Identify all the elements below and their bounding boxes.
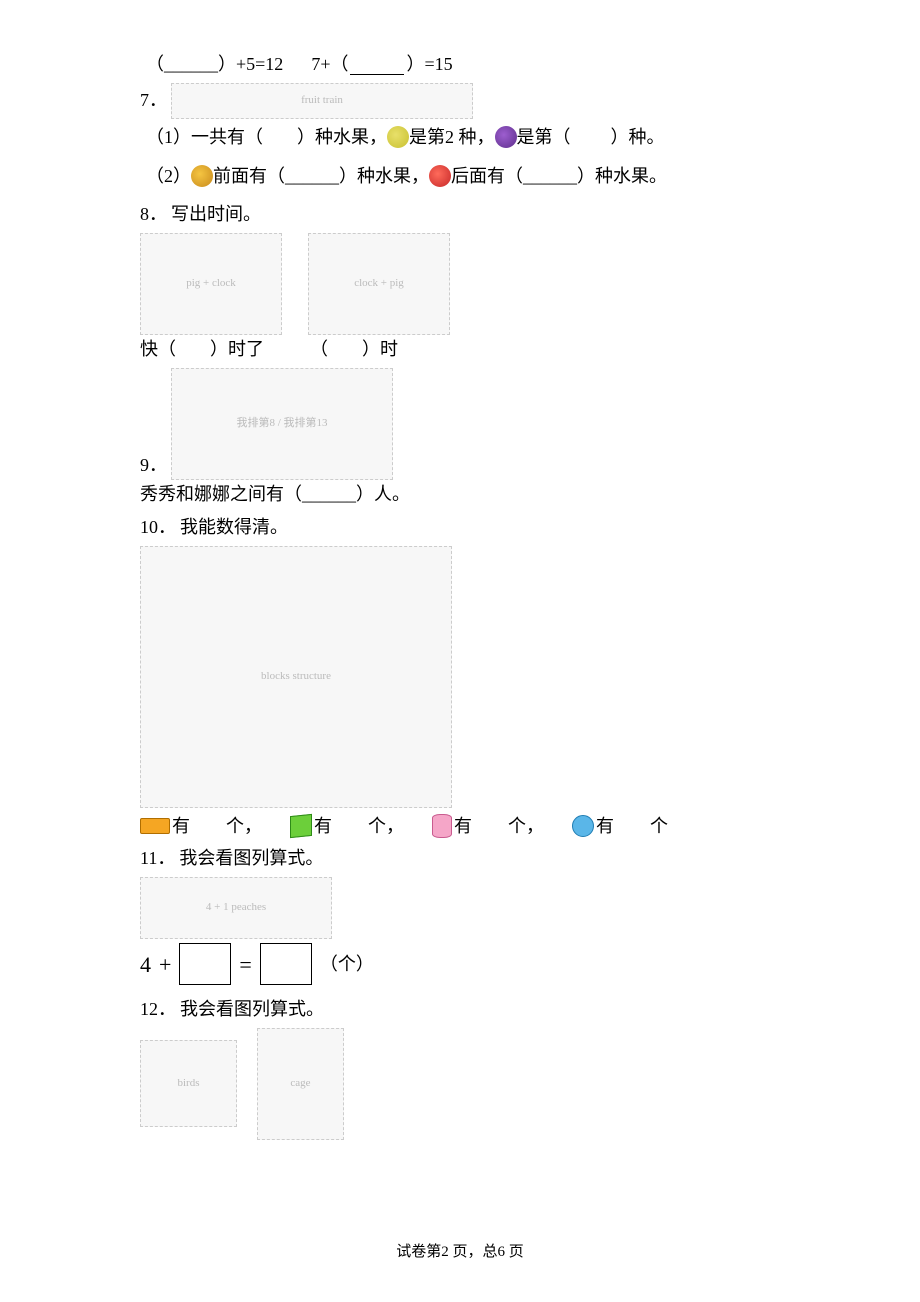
q7-1b: ）种水果， [297,123,387,152]
has-2: 有 [314,812,332,841]
q8-header: 8． 写出时间。 [140,200,780,229]
q11-header: 11． 我会看图列算式。 [140,844,780,873]
q7-header: 7． fruit train [140,83,780,119]
unit-2: 个， [368,812,404,841]
q12-header: 12． 我会看图列算式。 [140,995,780,1024]
q11-plus: + [159,947,171,982]
q6-expr-right-a: 7+（ [311,50,348,79]
has-4: 有 [596,812,614,841]
q9-line: 秀秀和娜娜之间有（______）人。 [140,480,780,509]
q11-lhs: 4 [140,947,151,982]
count-cube: 有 个， [290,812,404,841]
q8-title: 写出时间。 [171,200,261,229]
cage-image: cage [257,1028,344,1140]
q10-image-wrap: blocks structure [140,546,780,808]
page: （______）+5=12 7+（ ）=15 7． fruit train （1… [0,0,920,1302]
count-cuboid: 有 个， [140,812,262,841]
q10-counts: 有 个， 有 个， 有 个， 有 个 [140,812,780,841]
q8-cap-a-post: ）时了 [210,335,264,364]
unit-1: 个， [226,812,262,841]
q11-equation: 4 + = （个） [140,943,780,985]
cube-icon [290,814,312,838]
q11-unit: （个） [320,950,374,979]
q12-image: birds cage [140,1028,780,1140]
has-3: 有 [454,812,472,841]
q12-title: 我会看图列算式。 [180,995,324,1024]
q11-title: 我会看图列算式。 [179,844,323,873]
queue-image: 我排第8 / 我排第13 [171,368,393,480]
q8-number: 8． [140,200,167,229]
q9-row: 9． 我排第8 / 我排第13 [140,368,780,480]
q6-blank [350,54,404,75]
clock-1-image: pig + clock [140,233,282,335]
q7-2b: 前面有（______）种水果， [213,162,429,191]
q8-cap-b-pre: （ [310,335,328,364]
sphere-icon [572,815,594,837]
unit-3: 个， [508,812,544,841]
fruit-train-image: fruit train [171,83,473,119]
pineapple-icon [191,165,213,187]
q7-line2: （2） 前面有（______）种水果， 后面有（______）种水果。 [146,162,780,191]
q10-header: 10． 我能数得清。 [140,513,780,542]
blocks-image: blocks structure [140,546,452,808]
cuboid-icon [140,818,170,834]
q8-cap-b-post: ）时 [362,335,398,364]
count-cylinder: 有 个， [432,812,544,841]
q11-box1 [179,943,231,985]
cylinder-icon [432,814,452,838]
q7-2c: 后面有（______）种水果。 [451,162,667,191]
clock-2-image: clock + pig [308,233,450,335]
pear-icon [387,126,409,148]
unit-4: 个 [650,812,668,841]
q10-title: 我能数得清。 [180,513,288,542]
q10-number: 10． [140,513,176,542]
q7-line1: （1）一共有（ ）种水果， 是第2 种， 是第（ ）种。 [146,123,780,152]
q9-text: 秀秀和娜娜之间有（______）人。 [140,480,410,509]
q7-number: 7． [140,86,167,115]
apple-icon [429,165,451,187]
q8-cap-a-pre: 快（ [140,335,176,364]
q7-1e: ）种。 [611,123,665,152]
q7-1d: 是第（ [517,123,571,152]
q11-box2 [260,943,312,985]
q11-image: 4 + 1 peaches [140,877,780,939]
q6-expr-left: （______）+5=12 [146,50,283,79]
peach-plates-image: 4 + 1 peaches [140,877,332,939]
q7-1c: 是第2 种， [409,123,495,152]
has-1: 有 [172,812,190,841]
q11-number: 11． [140,844,175,873]
grape-icon [495,126,517,148]
q7-2a: （2） [146,162,191,191]
q7-1a: （1）一共有（ [146,123,263,152]
q11-eq: = [239,947,251,982]
count-sphere: 有 个 [572,812,668,841]
q8-captions: 快（ ）时了 （ ）时 [140,335,780,364]
page-footer: 试卷第2 页，总6 页 [0,1240,920,1264]
q6-expr-right-b: ）=15 [406,50,452,79]
q8-images: pig + clock clock + pig [140,233,780,335]
q9-number: 9． [140,451,167,480]
footer-text: 试卷第2 页，总6 页 [396,1244,524,1260]
q6-fill-in: （______）+5=12 7+（ ）=15 [146,50,780,79]
q12-number: 12． [140,995,176,1024]
birds-image: birds [140,1040,237,1127]
